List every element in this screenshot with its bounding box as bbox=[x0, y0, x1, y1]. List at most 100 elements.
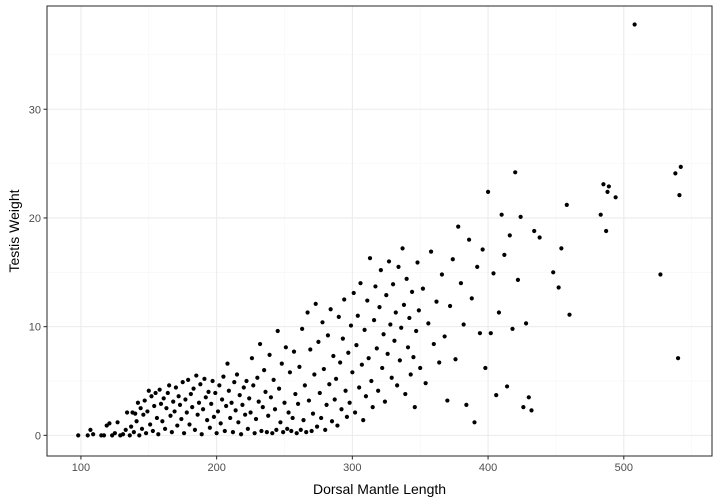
data-point bbox=[276, 386, 282, 391]
data-point bbox=[302, 383, 307, 388]
data-point bbox=[518, 214, 523, 219]
data-point bbox=[238, 432, 244, 437]
x-axis-title: Dorsal Mantle Length bbox=[313, 481, 446, 497]
data-point bbox=[199, 432, 204, 437]
data-point bbox=[115, 420, 120, 425]
x-tick-label: 400 bbox=[479, 462, 497, 474]
data-point bbox=[255, 375, 260, 380]
data-point bbox=[464, 402, 469, 408]
data-point bbox=[371, 318, 377, 323]
data-point bbox=[160, 419, 165, 424]
data-point bbox=[678, 164, 683, 169]
data-point bbox=[325, 333, 331, 338]
data-point bbox=[263, 389, 268, 394]
data-point bbox=[507, 233, 512, 238]
data-point bbox=[158, 401, 164, 406]
data-point bbox=[343, 388, 348, 393]
data-point bbox=[515, 277, 521, 283]
data-point bbox=[342, 297, 347, 302]
x-tick-label: 300 bbox=[343, 462, 361, 474]
data-point bbox=[187, 422, 192, 427]
data-point bbox=[314, 424, 320, 429]
data-point bbox=[310, 411, 316, 416]
data-point bbox=[133, 411, 138, 416]
data-point bbox=[504, 384, 510, 389]
data-point bbox=[362, 327, 367, 333]
data-point bbox=[188, 391, 193, 397]
data-point bbox=[88, 427, 93, 433]
data-point bbox=[228, 415, 233, 421]
data-point bbox=[461, 322, 466, 327]
data-point bbox=[91, 432, 96, 437]
x-tick-label: 500 bbox=[615, 462, 633, 474]
data-point bbox=[191, 386, 196, 391]
data-point bbox=[101, 433, 107, 438]
data-point bbox=[411, 354, 416, 360]
data-point bbox=[380, 365, 385, 371]
data-point bbox=[363, 394, 369, 399]
data-point bbox=[389, 375, 394, 380]
data-point bbox=[225, 361, 230, 366]
major-gridlines bbox=[47, 6, 712, 456]
data-point bbox=[200, 407, 206, 412]
data-point bbox=[458, 281, 464, 286]
data-point bbox=[180, 379, 185, 385]
data-point bbox=[447, 303, 453, 309]
data-point bbox=[366, 356, 371, 361]
data-point bbox=[405, 345, 411, 350]
data-point bbox=[76, 433, 81, 438]
data-point bbox=[139, 426, 145, 431]
data-point bbox=[222, 428, 227, 434]
data-point bbox=[278, 420, 283, 425]
data-point bbox=[564, 202, 569, 208]
data-point bbox=[428, 249, 434, 254]
data-point bbox=[146, 388, 151, 393]
data-point bbox=[165, 390, 170, 396]
data-point bbox=[351, 290, 356, 296]
data-point bbox=[181, 431, 187, 436]
data-point bbox=[272, 407, 278, 412]
data-point bbox=[420, 286, 426, 291]
data-point bbox=[423, 381, 428, 386]
data-point bbox=[400, 246, 405, 251]
data-point bbox=[418, 365, 423, 371]
data-point bbox=[190, 404, 195, 410]
data-point bbox=[286, 410, 291, 415]
data-point bbox=[350, 370, 355, 375]
data-point bbox=[217, 383, 222, 388]
data-point bbox=[215, 409, 221, 414]
data-point bbox=[107, 421, 112, 426]
data-point bbox=[426, 321, 431, 326]
data-point bbox=[293, 391, 298, 397]
data-point bbox=[143, 431, 149, 436]
data-point bbox=[313, 301, 318, 306]
data-point bbox=[184, 410, 189, 415]
data-point bbox=[397, 358, 402, 363]
data-point bbox=[601, 182, 606, 187]
data-point bbox=[123, 427, 128, 433]
data-point bbox=[374, 346, 379, 351]
data-point bbox=[323, 427, 328, 433]
data-point bbox=[477, 331, 483, 336]
data-point bbox=[396, 264, 401, 269]
data-point bbox=[309, 428, 314, 434]
data-point bbox=[210, 378, 215, 384]
data-point bbox=[404, 276, 409, 281]
data-point bbox=[521, 404, 526, 410]
data-point bbox=[245, 426, 250, 431]
data-point bbox=[409, 289, 415, 294]
data-point bbox=[339, 407, 344, 412]
data-point bbox=[377, 304, 382, 310]
data-point bbox=[297, 364, 302, 369]
data-point bbox=[266, 413, 271, 418]
y-tick-label: 20 bbox=[29, 213, 41, 225]
data-point bbox=[385, 351, 390, 356]
data-point bbox=[195, 412, 200, 417]
data-point bbox=[262, 368, 267, 373]
data-point bbox=[401, 302, 407, 308]
data-point bbox=[317, 390, 322, 396]
data-point bbox=[556, 285, 561, 290]
data-point bbox=[416, 308, 421, 313]
data-point bbox=[338, 360, 343, 365]
data-point bbox=[287, 370, 293, 375]
